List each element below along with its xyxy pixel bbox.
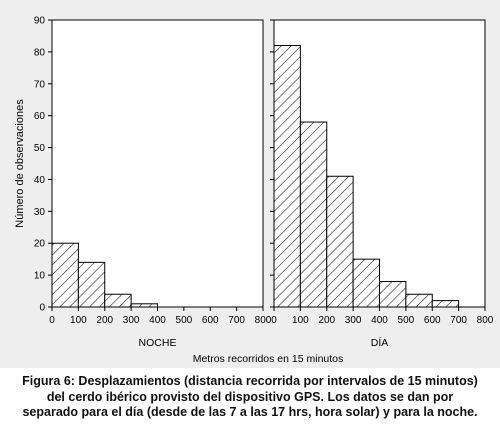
bar-dia-5	[405, 293, 433, 308]
x-tick-label-dia: 500	[398, 315, 415, 326]
y-tick-label: 0	[39, 303, 45, 314]
bar-noche-0	[51, 242, 79, 308]
caption-line-2: del cerdo ibérico provisto del dispositi…	[46, 389, 454, 404]
histogram-chart: 0 10 20 30 40 50 60 70 80 90 0 100 200 300 400 500 600 70…	[14, 16, 494, 366]
bar-noche-3	[130, 303, 158, 308]
x-tick-label-dia: 700	[450, 315, 467, 326]
y-tick-label: 80	[34, 47, 46, 58]
bar-dia-6	[431, 300, 460, 308]
y-tick-label: 70	[34, 79, 46, 90]
x-tick-label-dia: 300	[345, 315, 362, 326]
x-tick-label-noche: 100	[70, 315, 87, 326]
x-tick-label-noche: 400	[149, 315, 166, 326]
bar-dia-1	[299, 121, 328, 308]
panel-frame-noche	[51, 19, 264, 308]
panel-label-dia: DÍA	[371, 336, 389, 349]
x-tick-label-dia: 600	[424, 315, 441, 326]
y-tick-label: 10	[34, 271, 46, 282]
caption-line-3: separado para el día (desde de las 7 a l…	[22, 405, 478, 419]
y-tick-label: 50	[34, 143, 46, 154]
x-tick-label-noche: 200	[96, 315, 113, 326]
figure-caption: Figura 6: Desplazamientos (distancia rec…	[8, 374, 492, 421]
x-tick-label-noche: 700	[228, 315, 245, 326]
y-tick-label: 90	[34, 16, 46, 27]
bar-dia-4	[379, 280, 407, 308]
x-axis-label: Metros recorridos en 15 minutos	[193, 353, 344, 365]
y-tick-label: 60	[34, 111, 46, 122]
y-tick-label: 40	[34, 175, 46, 186]
bar-dia-3	[352, 258, 380, 308]
x-tick-label-dia: 800	[477, 315, 494, 326]
bar-dia-0	[273, 45, 301, 308]
bar-noche-1	[77, 261, 106, 308]
x-tick-label-noche: 500	[176, 315, 193, 326]
y-tick-label: 30	[34, 207, 46, 218]
bar-noche-2	[104, 293, 132, 308]
x-tick-label-noche: 300	[123, 315, 140, 326]
x-tick-label-dia: 400	[371, 315, 388, 326]
x-tick-label-dia: 0	[271, 315, 277, 326]
x-tick-label-dia: 100	[292, 315, 309, 326]
x-tick-label-noche: 600	[202, 315, 219, 326]
x-tick-label-dia: 200	[318, 315, 335, 326]
y-tick-label: 20	[34, 239, 46, 250]
caption-line-1: Figura 6: Desplazamientos (distancia rec…	[22, 374, 478, 388]
panel-label-noche: NOCHE	[139, 337, 177, 349]
x-tick-label-noche: 800	[255, 315, 272, 326]
x-tick-label-noche: 0	[49, 315, 55, 326]
bar-dia-2	[326, 175, 354, 308]
y-axis-label: Número de observaciones	[14, 99, 26, 228]
